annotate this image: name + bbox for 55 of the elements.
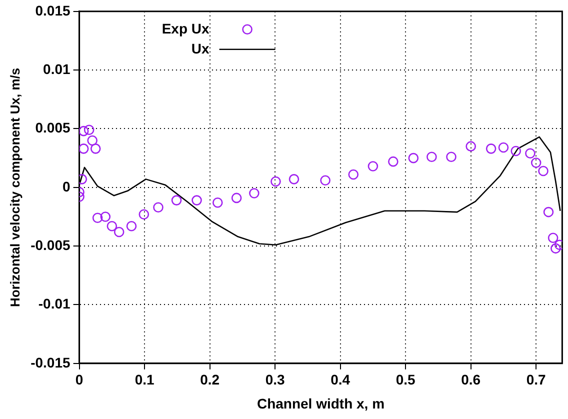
point bbox=[79, 126, 89, 136]
point bbox=[388, 156, 398, 167]
x-tick-label: 0.4 bbox=[330, 372, 350, 388]
point bbox=[288, 174, 300, 184]
point bbox=[192, 195, 202, 206]
point bbox=[538, 166, 548, 176]
point bbox=[548, 232, 558, 244]
point bbox=[171, 195, 182, 206]
point bbox=[84, 124, 94, 136]
x-tick-label: 0.5 bbox=[396, 372, 416, 388]
y-tick-label: 0 bbox=[62, 178, 70, 194]
point bbox=[231, 192, 242, 204]
point bbox=[446, 152, 456, 162]
point bbox=[79, 144, 89, 154]
point bbox=[320, 175, 330, 186]
y-tick-label: 0.01 bbox=[43, 60, 71, 77]
point bbox=[126, 220, 137, 232]
point bbox=[87, 135, 98, 146]
point bbox=[466, 141, 476, 152]
x-tick-label: 0.6 bbox=[461, 372, 481, 388]
point bbox=[114, 226, 124, 238]
x-tick-label: 0.2 bbox=[200, 372, 220, 388]
point bbox=[212, 198, 223, 208]
point bbox=[550, 243, 561, 254]
point bbox=[543, 206, 554, 218]
legend-label: Exp Ux bbox=[162, 20, 210, 36]
y-tick-label: 0.005 bbox=[35, 120, 70, 136]
point bbox=[486, 144, 496, 154]
point bbox=[348, 169, 359, 180]
point bbox=[153, 202, 164, 212]
y-tick-label: 0.015 bbox=[35, 2, 70, 18]
point bbox=[138, 209, 150, 220]
x-tick-label: 0 bbox=[75, 372, 84, 388]
y-tick-label: -0.005 bbox=[30, 236, 71, 253]
point bbox=[100, 212, 111, 222]
legend-label: Ux bbox=[191, 40, 210, 56]
x-axis-title: Channel width x, m bbox=[256, 395, 385, 412]
point bbox=[510, 146, 522, 156]
point bbox=[368, 161, 378, 172]
point bbox=[249, 188, 260, 198]
y-axis-title: Horizontal velocity component Ux, m/s bbox=[7, 68, 22, 307]
point bbox=[530, 158, 542, 168]
point bbox=[90, 144, 101, 154]
point bbox=[106, 220, 118, 232]
x-tick-label: 0.1 bbox=[134, 372, 154, 388]
point bbox=[270, 176, 281, 187]
point bbox=[92, 212, 103, 224]
point bbox=[498, 142, 509, 153]
x-tick-label: 0.3 bbox=[265, 372, 286, 388]
y-tick-label: -0.01 bbox=[38, 296, 70, 312]
point bbox=[426, 152, 437, 162]
x-tick-label: 0.7 bbox=[526, 372, 546, 388]
y-tick-label: -0.015 bbox=[30, 354, 71, 370]
point bbox=[408, 152, 419, 164]
point bbox=[525, 148, 536, 159]
